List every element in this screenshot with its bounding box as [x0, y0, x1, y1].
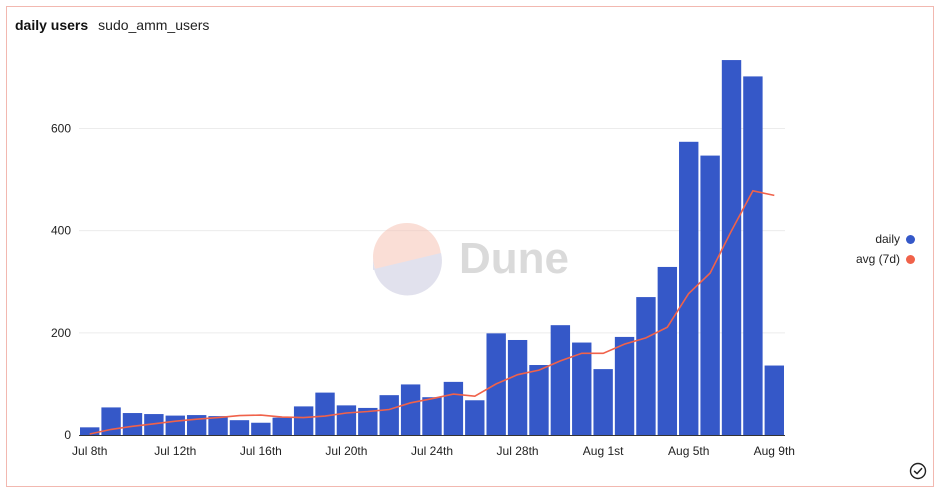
bar-daily — [272, 417, 292, 435]
legend-dot-icon — [906, 254, 915, 264]
bar-daily — [614, 336, 635, 435]
x-tick-label: Jul 16th — [240, 444, 282, 458]
x-tick-label: Jul 8th — [72, 444, 107, 458]
check-circle-icon[interactable] — [909, 462, 927, 480]
chart-legend: daily avg (7d) — [856, 229, 915, 269]
x-tick-label: Aug 9th — [754, 444, 795, 458]
line-avg-7d — [89, 189, 775, 435]
x-tick-label: Aug 5th — [668, 444, 709, 458]
legend-dot-icon — [906, 234, 915, 244]
chart-card: daily users sudo_amm_users Dune 0 200 400 6… — [6, 6, 934, 487]
x-tick-label: Jul 24th — [411, 444, 453, 458]
bar-daily — [293, 406, 314, 435]
y-tick-label: 400 — [51, 224, 71, 238]
bar-daily — [358, 407, 378, 435]
legend-label: daily — [875, 232, 900, 246]
bar-daily — [550, 325, 571, 435]
chart-header: daily users sudo_amm_users — [15, 17, 209, 33]
x-tick-label: Jul 20th — [325, 444, 367, 458]
bar-daily — [208, 416, 228, 435]
bar-daily — [465, 400, 485, 435]
bar-daily — [636, 297, 656, 435]
chart-subtitle: sudo_amm_users — [98, 17, 210, 33]
bar-daily — [721, 60, 742, 435]
y-tick-label: 600 — [51, 122, 71, 136]
bar-daily — [315, 392, 335, 435]
bar-daily — [251, 422, 271, 435]
bar-daily — [122, 413, 143, 435]
bar-daily — [657, 266, 678, 435]
bar-daily — [379, 395, 399, 435]
bar-daily — [529, 365, 549, 435]
legend-label: avg (7d) — [855, 252, 900, 266]
legend-item-avg[interactable]: avg (7d) — [856, 249, 915, 269]
bar-daily — [229, 420, 250, 435]
bar-daily — [507, 339, 528, 435]
chart-title: daily users — [15, 17, 89, 33]
bar-daily — [422, 397, 442, 435]
bar-daily — [679, 141, 699, 435]
bar-daily — [443, 381, 464, 435]
y-tick-label: 200 — [51, 326, 71, 340]
x-tick-label: Aug 1st — [583, 444, 624, 458]
watermark-text: Dune — [459, 234, 569, 283]
x-tick-label: Jul 12th — [154, 444, 196, 458]
y-tick-label: 0 — [64, 428, 71, 442]
bar-daily — [764, 365, 784, 435]
x-tick-label: Jul 28th — [497, 444, 539, 458]
bar-daily — [593, 369, 613, 435]
bar-daily — [336, 405, 357, 435]
bar-daily — [400, 384, 421, 435]
legend-item-daily[interactable]: daily — [856, 229, 915, 249]
bar-daily — [700, 155, 720, 435]
bar-daily — [572, 342, 592, 435]
bar-daily — [80, 427, 100, 435]
bar-daily — [165, 415, 185, 435]
dune-watermark: Dune — [373, 223, 569, 296]
bar-daily — [743, 76, 763, 435]
chart-plot: Dune 0 200 400 600 Jul 8th Jul 12th Jul 16th Ju… — [51, 60, 795, 458]
